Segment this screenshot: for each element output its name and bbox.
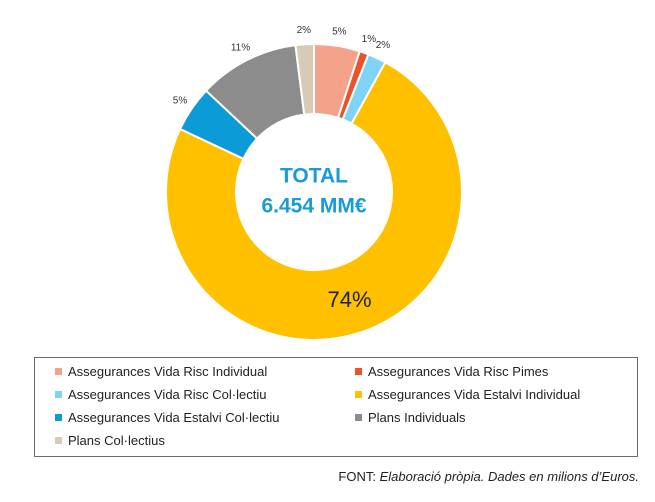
chart-legend: Assegurances Vida Risc Individual Assegur… — [34, 357, 638, 457]
legend-item-1: Assegurances Vida Risc Pimes — [355, 364, 548, 379]
legend-swatch — [55, 391, 62, 398]
donut-slice-6 — [294, 42, 315, 116]
slice-label-3: 74% — [328, 287, 372, 312]
legend-swatch — [355, 368, 362, 375]
legend-item-0: Assegurances Vida Risc Individual — [55, 364, 267, 379]
legend-label: Plans Individuals — [368, 410, 466, 425]
legend-label: Assegurances Vida Risc Col·lectiu — [68, 387, 267, 402]
legend-label: Assegurances Vida Estalvi Col·lectiu — [68, 410, 280, 425]
slice-label-4: 5% — [173, 96, 188, 107]
source-prefix: FONT: — [338, 469, 376, 484]
source-text: Elaboració pròpia. Dades en milions d’Eu… — [379, 469, 639, 484]
center-total-value: 6.454 MM€ — [261, 195, 366, 218]
legend-swatch — [55, 414, 62, 421]
source-note: FONT: Elaboració pròpia. Dades en milion… — [338, 469, 639, 484]
legend-label: Assegurances Vida Risc Individual — [68, 364, 268, 379]
legend-item-4: Assegurances Vida Estalvi Col·lectiu — [55, 410, 279, 425]
legend-label: Assegurances Vida Risc Pimes — [368, 364, 549, 379]
legend-item-6: Plans Col·lectius — [55, 433, 165, 448]
donut-slice-3 — [165, 60, 463, 341]
legend-swatch — [55, 368, 62, 375]
slice-label-2: 2% — [376, 40, 391, 51]
legend-swatch — [355, 391, 362, 398]
legend-item-3: Assegurances Vida Estalvi Individual — [355, 387, 580, 402]
legend-item-5: Plans Individuals — [355, 410, 466, 425]
legend-item-2: Assegurances Vida Risc Col·lectiu — [55, 387, 266, 402]
legend-swatch — [55, 437, 62, 444]
slice-label-6: 2% — [297, 25, 312, 36]
legend-swatch — [355, 414, 362, 421]
legend-label: Assegurances Vida Estalvi Individual — [368, 387, 581, 402]
slice-label-5: 11% — [231, 42, 250, 53]
legend-label: Plans Col·lectius — [68, 433, 165, 448]
slice-label-1: 1% — [362, 34, 377, 45]
slice-label-0: 5% — [332, 27, 347, 38]
center-total-label: TOTAL — [280, 165, 348, 188]
